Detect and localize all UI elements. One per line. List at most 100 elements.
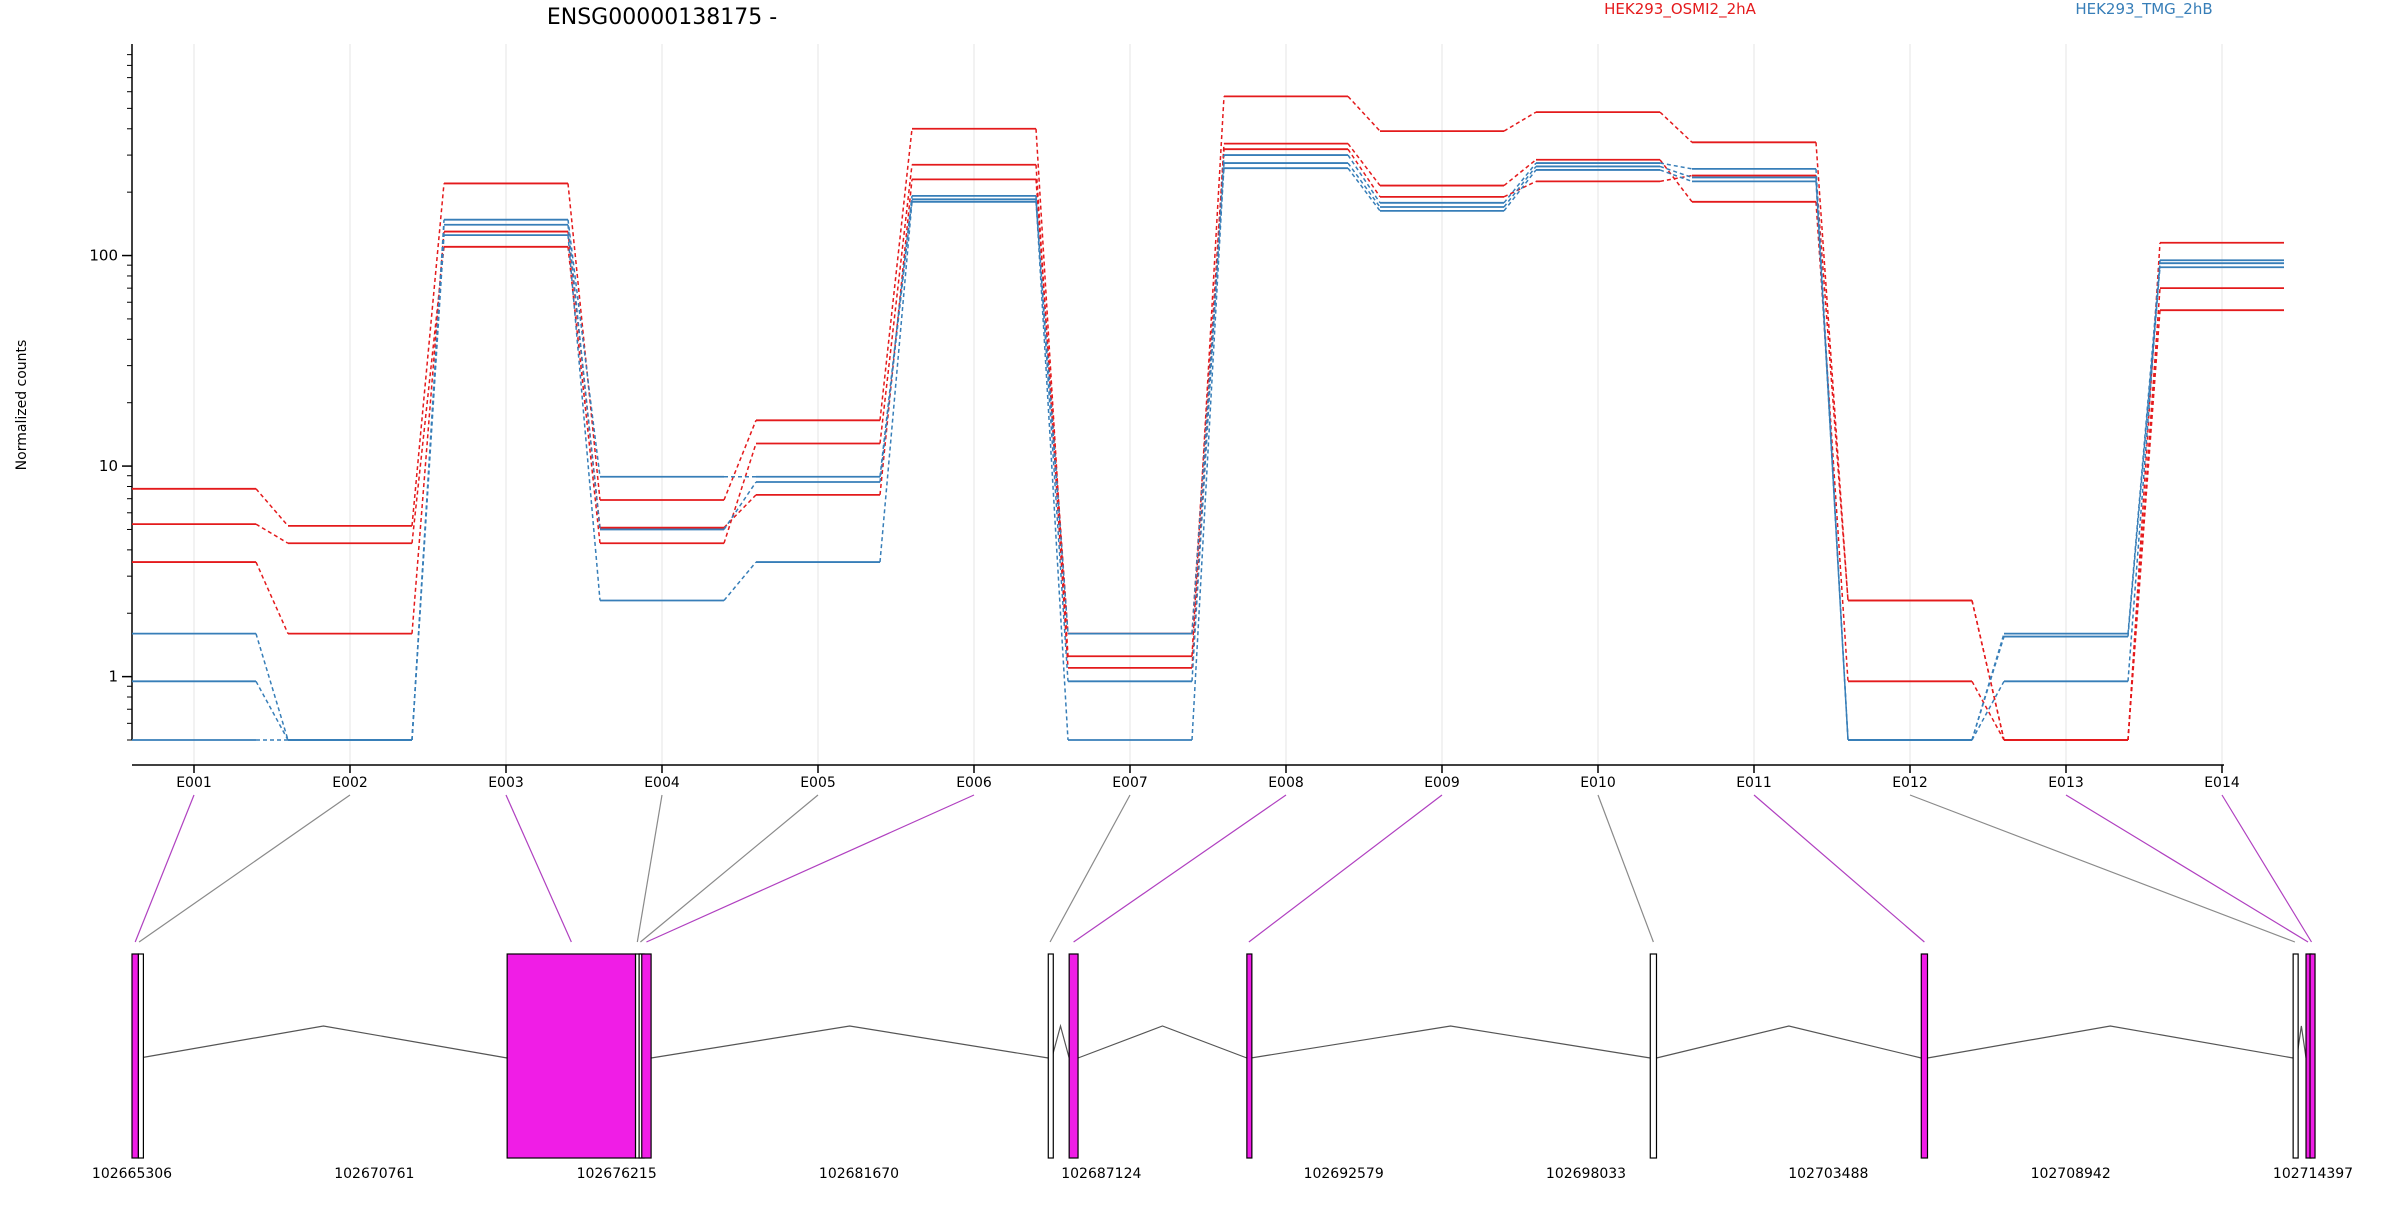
series-transition [1347, 167, 1381, 212]
series-transition [879, 164, 913, 444]
x-tick-label-e003: E003 [488, 775, 524, 791]
x-tick-label-e008: E008 [1268, 775, 1304, 791]
x-tick-label-e007: E007 [1112, 775, 1148, 791]
x-tick-label-e012: E012 [1892, 775, 1928, 791]
series-transition [1659, 159, 1693, 203]
exon-e014 [2309, 953, 2316, 1159]
series-transition [1503, 111, 1537, 132]
coordinate-label-5: 102687124 [1061, 1166, 1141, 1182]
series-transition [1971, 600, 2005, 741]
series-transition [1659, 111, 1693, 143]
exon-e006 [641, 953, 652, 1159]
series-transition [723, 561, 757, 601]
series-transition [1191, 163, 1225, 741]
x-tick-label-e002: E002 [332, 775, 368, 791]
connector-e014 [2221, 794, 2313, 943]
series-transition [1815, 181, 1849, 741]
series-transition [411, 183, 445, 526]
legend-entry-condition-b: HEK293_TMG_2hB [2075, 0, 2212, 19]
coordinate-label-1: 102665306 [92, 1166, 172, 1182]
grid-lines [193, 44, 2223, 765]
y-tick-label-100: 100 [89, 247, 118, 265]
series-transition [567, 235, 601, 601]
exon-e002 [137, 953, 144, 1159]
x-tick-label-e013: E013 [2048, 775, 2084, 791]
series-transition [1503, 169, 1537, 212]
intron-2 [650, 1025, 1049, 1059]
series-transition [1347, 162, 1381, 208]
coordinate-label-7: 102698033 [1546, 1166, 1626, 1182]
series-transition [567, 219, 601, 477]
coordinate-label-9: 102708942 [2031, 1166, 2111, 1182]
series-transition [567, 246, 601, 544]
series-transition [723, 481, 757, 530]
series-transition [411, 235, 445, 741]
series-transition [723, 443, 757, 544]
connector-e003 [505, 794, 572, 943]
connector-e010 [1597, 794, 1654, 943]
series-transition [1035, 164, 1069, 668]
series-transition [1659, 169, 1693, 183]
x-tick-label-e005: E005 [800, 775, 836, 791]
series-transition [1503, 162, 1537, 204]
exon-e012 [2292, 953, 2299, 1159]
intron-5 [1250, 1025, 1651, 1059]
series-transition [1347, 95, 1381, 132]
chart-title: ENSG00000138175 - [547, 5, 777, 30]
series-transition [1659, 174, 1693, 183]
series-transition [1191, 155, 1225, 682]
series-transition [1191, 168, 1225, 634]
connector-e009 [1248, 794, 1443, 943]
connector-e007 [1049, 794, 1131, 943]
series-2-condition-a [132, 142, 2284, 741]
coordinate-label-8: 102703488 [1788, 1166, 1868, 1182]
series-transition [1347, 154, 1381, 204]
series-transition [2127, 310, 2161, 741]
exon-e011 [1920, 953, 1929, 1159]
connector-e008 [1073, 794, 1287, 943]
x-tick-label-e001: E001 [176, 775, 212, 791]
series-transition [1659, 162, 1693, 170]
connector-e002 [138, 794, 351, 943]
x-tick-label-e009: E009 [1424, 775, 1460, 791]
series-transition [1035, 199, 1069, 741]
x-tick-label-e011: E011 [1736, 775, 1772, 791]
exon-e001 [131, 953, 139, 1159]
series-transition [2127, 288, 2161, 741]
series-transition [567, 224, 601, 530]
coordinate-label-4: 102681670 [819, 1166, 899, 1182]
intron-1 [139, 1025, 508, 1059]
connector-e012 [1909, 794, 2296, 943]
intron-6 [1656, 1025, 1922, 1059]
axes: 1 10 100 E001 E002 E003 E004 E005 E006 E007 E008 E0… [89, 44, 2240, 791]
series-lines [132, 95, 2284, 741]
series-transition [879, 199, 913, 483]
y-axis-label: Normalized counts [14, 340, 30, 471]
series-transition [1347, 148, 1381, 198]
series-transition [255, 488, 289, 527]
coordinate-label-10: 102714397 [2273, 1166, 2353, 1182]
x-tick-label-e010: E010 [1580, 775, 1616, 791]
coordinate-label-3: 102676215 [577, 1166, 657, 1182]
series-transition [1503, 180, 1537, 198]
series-transition [255, 523, 289, 544]
series-transition [1035, 201, 1069, 634]
series-transition [879, 201, 913, 563]
series-transition [1347, 143, 1381, 187]
x-tick-label-e006: E006 [956, 775, 992, 791]
exon-e009 [1246, 953, 1253, 1159]
exon-connectors [134, 794, 2313, 943]
series-6-condition-b [132, 167, 2284, 741]
series-transition [255, 561, 289, 634]
connector-e004 [636, 794, 663, 943]
exon-e007 [1047, 953, 1054, 1159]
series-transition [1815, 175, 1849, 601]
coordinate-label-2: 102670761 [334, 1166, 414, 1182]
intron-3 [1051, 1023, 1070, 1059]
y-tick-label-1: 1 [108, 668, 118, 686]
coordinate-label-6: 102692579 [1304, 1166, 1384, 1182]
connector-e006 [646, 794, 975, 943]
series-transition [255, 633, 289, 741]
series-transition [879, 179, 913, 495]
